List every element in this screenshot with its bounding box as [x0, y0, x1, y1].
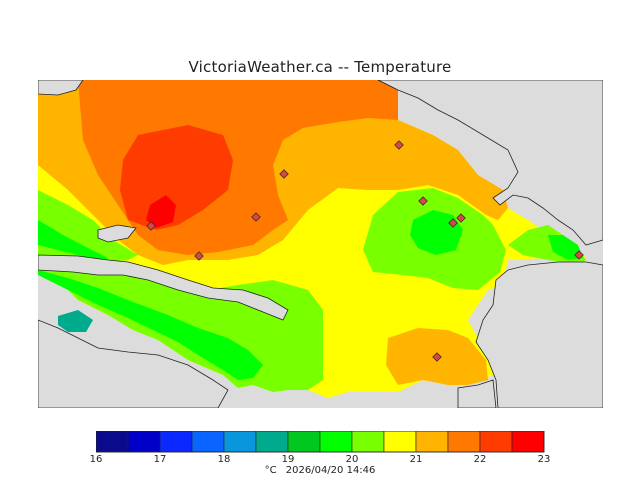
- station-marker[interactable]: [456, 213, 466, 223]
- legend-cell: [511, 431, 545, 453]
- contour-west-lime: [38, 220, 108, 265]
- water-inlet: [97, 224, 137, 243]
- station-marker[interactable]: [432, 352, 442, 362]
- map-title: VictoriaWeather.ca -- Temperature: [188, 58, 452, 76]
- contour-south-lime: [38, 270, 263, 380]
- legend-cell: [127, 431, 161, 453]
- station-marker[interactable]: [194, 251, 204, 261]
- water-south: [38, 319, 229, 408]
- station-marker[interactable]: [146, 221, 156, 231]
- legend-cell: [447, 431, 481, 453]
- legend-tick-label: 17: [153, 454, 167, 465]
- contour-central-lime: [410, 210, 463, 255]
- legend-cell: [96, 431, 129, 453]
- station-marker[interactable]: [418, 196, 428, 206]
- water-strait: [38, 254, 289, 321]
- legend-cell: [415, 431, 449, 453]
- color-legend: [96, 431, 545, 453]
- legend-tick-label: 19: [281, 454, 295, 465]
- temperature-map: [38, 80, 603, 408]
- unit-label: °C: [264, 465, 277, 476]
- contour-west-green: [38, 190, 138, 262]
- legend-cell: [383, 431, 417, 453]
- legend-tick-label: 23: [537, 454, 551, 465]
- legend-tick-label: 18: [217, 454, 231, 465]
- water-ne: [377, 80, 603, 246]
- water-nw: [38, 80, 84, 96]
- station-marker[interactable]: [279, 169, 289, 179]
- legend-cell: [255, 431, 289, 453]
- station-marker[interactable]: [394, 140, 404, 150]
- legend-cells: [96, 431, 545, 453]
- station-marker[interactable]: [251, 212, 261, 222]
- legend-tick-label: 16: [89, 454, 103, 465]
- legend-tick-label: 20: [345, 454, 359, 465]
- legend-cell: [351, 431, 385, 453]
- legend-frame: [96, 431, 545, 453]
- legend-cell: [159, 431, 193, 453]
- legend-cell: [319, 431, 353, 453]
- timestamp: 2026/04/20 14:46: [285, 465, 376, 476]
- station-markers: [146, 140, 584, 362]
- legend-cell: [479, 431, 513, 453]
- legend-tick-label: 21: [409, 454, 423, 465]
- map-footer: °C 2026/04/20 14:46: [0, 465, 640, 476]
- contour-hotspot: [120, 125, 233, 230]
- contour-east-orange: [476, 175, 508, 220]
- legend-tick-label: 22: [473, 454, 487, 465]
- water-se: [475, 261, 603, 408]
- legend-cell: [223, 431, 257, 453]
- station-marker[interactable]: [448, 218, 458, 228]
- legend-cell: [191, 431, 225, 453]
- legend-ticks: 16 17 18 19 20 21 22 23: [0, 454, 640, 468]
- station-marker[interactable]: [574, 250, 584, 260]
- contour-east-lime: [548, 235, 583, 260]
- water-east: [457, 379, 497, 408]
- contour-core: [146, 195, 176, 228]
- legend-cell: [287, 431, 321, 453]
- contour-sw-teal: [58, 310, 93, 332]
